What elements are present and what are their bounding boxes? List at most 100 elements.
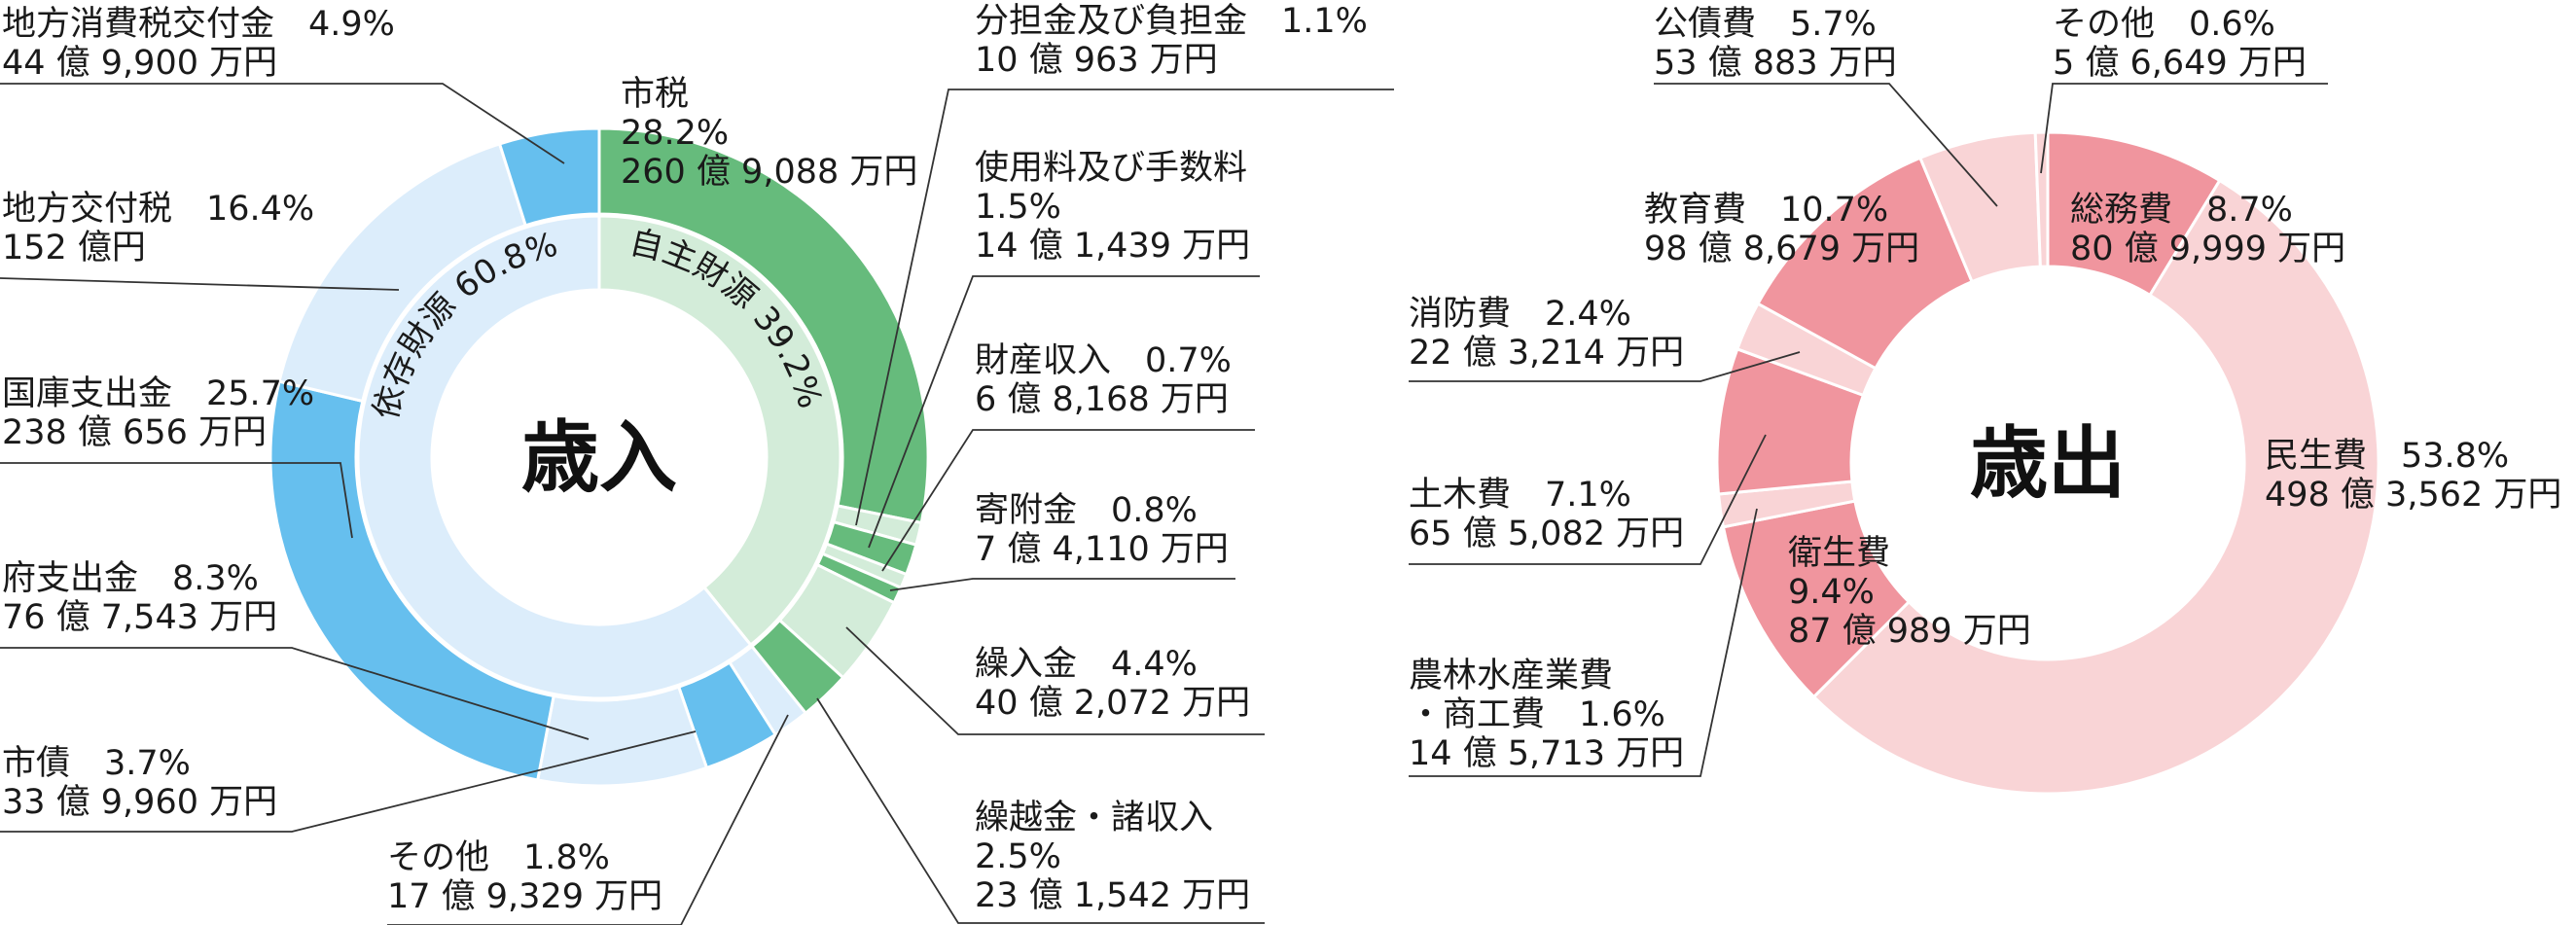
revenue-label-line: 使用料及び手数料 xyxy=(975,149,1247,188)
revenue-label-12: 地方消費税交付金 4.9% 44 億 9,900 万円 xyxy=(2,5,395,83)
expenditure-leader-7 xyxy=(1654,83,1998,207)
revenue-label-line: 市債 3.7% xyxy=(2,744,191,783)
revenue-leader-10 xyxy=(0,462,353,539)
revenue-label-line: その他 1.8% xyxy=(387,838,610,877)
expenditure-label-0: 総務費 8.7% 80 億 9,999 万円 xyxy=(2070,191,2345,268)
revenue-label-line: 繰越金・諸収入 xyxy=(975,799,1213,837)
expenditure-label-line: 498 億 3,562 万円 xyxy=(2265,476,2561,515)
expenditure-label-line: 公債費 5.7% xyxy=(1654,5,1877,44)
expenditure-leader-4 xyxy=(1409,434,1767,565)
revenue-label-3: 財産収入 0.7% 6 億 8,168 万円 xyxy=(975,341,1232,419)
revenue-label-line: 繰入金 4.4% xyxy=(975,645,1198,684)
revenue-label-line: 市税 xyxy=(621,75,689,114)
revenue-label-line: 23 億 1,542 万円 xyxy=(975,876,1250,915)
revenue-label-line: 17 億 9,329 万円 xyxy=(387,877,662,916)
expenditure-label-line: 22 億 3,214 万円 xyxy=(1409,334,1684,373)
revenue-label-0: 市税 28.2% 260 億 9,088 万円 xyxy=(621,75,917,192)
revenue-slice-9 xyxy=(535,685,709,788)
revenue-label-line: 財産収入 0.7% xyxy=(975,341,1232,380)
revenue-label-line: 238 億 656 万円 xyxy=(2,413,267,452)
expenditure-label-line: 80 億 9,999 万円 xyxy=(2070,230,2345,268)
revenue-label-line: 国庫支出金 25.7% xyxy=(2,374,314,413)
revenue-label-line: 1.5% xyxy=(975,188,1061,227)
expenditure-label-line: 98 億 8,679 万円 xyxy=(1644,230,1919,268)
revenue-leader-1 xyxy=(855,89,1394,526)
expenditure-label-line: 教育費 10.7% xyxy=(1644,191,1888,230)
expenditure-label-line: 消防費 2.4% xyxy=(1409,295,1631,334)
revenue-leader-7 xyxy=(387,714,789,925)
revenue-label-4: 寄附金 0.8% 7 億 4,110 万円 xyxy=(975,491,1229,569)
revenue-label-line: 6 億 8,168 万円 xyxy=(975,380,1229,419)
revenue-group-dep-arc xyxy=(356,214,753,700)
revenue-label-11: 地方交付税 16.4% 152 億円 xyxy=(2,190,314,267)
revenue-leader-9 xyxy=(0,647,590,740)
expenditure-label-7: 公債費 5.7% 53 億 883 万円 xyxy=(1654,5,1897,83)
revenue-label-8: 市債 3.7% 33 億 9,960 万円 xyxy=(2,744,277,822)
revenue-label-line: 地方交付税 16.4% xyxy=(2,190,314,229)
expenditure-label-line: ・商工費 1.6% xyxy=(1409,695,1665,734)
expenditure-label-6: 教育費 10.7% 98 億 8,679 万円 xyxy=(1644,191,1919,268)
revenue-label-line: 10 億 963 万円 xyxy=(975,41,1218,80)
expenditure-label-line: 総務費 8.7% xyxy=(2070,191,2293,230)
revenue-label-line: 260 億 9,088 万円 xyxy=(621,153,917,192)
revenue-label-line: 分担金及び負担金 1.1% xyxy=(975,2,1368,41)
expenditure-leader-5 xyxy=(1409,351,1801,382)
expenditure-label-line: 衛生費 xyxy=(1788,534,1890,573)
expenditure-label-line: 87 億 989 万円 xyxy=(1788,612,2031,651)
revenue-label-line: 7 億 4,110 万円 xyxy=(975,530,1229,569)
revenue-label-line: 44 億 9,900 万円 xyxy=(2,44,277,83)
expenditure-label-5: 消防費 2.4% 22 億 3,214 万円 xyxy=(1409,295,1684,373)
revenue-label-5: 繰入金 4.4% 40 億 2,072 万円 xyxy=(975,645,1250,723)
expenditure-label-8: その他 0.6% 5 億 6,649 万円 xyxy=(2053,5,2307,83)
expenditure-label-line: 民生費 53.8% xyxy=(2265,437,2509,476)
revenue-label-line: 33 億 9,960 万円 xyxy=(2,783,277,822)
revenue-group-own-arc xyxy=(597,214,842,648)
expenditure-label-line: 農林水産業費 xyxy=(1409,657,1613,695)
revenue-slice-0 xyxy=(597,126,930,525)
revenue-leader-6 xyxy=(816,697,1265,924)
revenue-label-10: 国庫支出金 25.7% 238 億 656 万円 xyxy=(2,374,314,452)
revenue-leader-5 xyxy=(845,626,1265,735)
expenditure-leader-3 xyxy=(1409,508,1758,777)
expenditure-label-2: 衛生費 9.4% 87 億 989 万円 xyxy=(1788,534,2031,651)
revenue-label-9: 府支出金 8.3% 76 億 7,543 万円 xyxy=(2,559,277,637)
revenue-label-line: 府支出金 8.3% xyxy=(2,559,259,598)
revenue-leader-8 xyxy=(0,730,697,833)
expenditure-center-title: 歳出 xyxy=(1970,418,2126,509)
revenue-label-line: 40 億 2,072 万円 xyxy=(975,684,1250,723)
expenditure-label-line: その他 0.6% xyxy=(2053,5,2275,44)
expenditure-slice-1 xyxy=(1811,178,2380,796)
expenditure-label-line: 65 億 5,082 万円 xyxy=(1409,515,1684,553)
revenue-leader-12 xyxy=(0,83,565,164)
expenditure-label-line: 土木費 7.1% xyxy=(1409,476,1631,515)
revenue-label-line: 14 億 1,439 万円 xyxy=(975,227,1250,266)
expenditure-leader-8 xyxy=(2040,83,2328,174)
expenditure-label-line: 9.4% xyxy=(1788,573,1875,612)
revenue-label-line: 28.2% xyxy=(621,114,729,153)
revenue-label-line: 地方消費税交付金 4.9% xyxy=(2,5,395,44)
revenue-leader-4 xyxy=(889,578,1235,591)
expenditure-label-line: 53 億 883 万円 xyxy=(1654,44,1897,83)
revenue-leader-3 xyxy=(881,429,1255,572)
revenue-label-2: 使用料及び手数料 1.5% 14 億 1,439 万円 xyxy=(975,149,1250,266)
expenditure-label-line: 5 億 6,649 万円 xyxy=(2053,44,2307,83)
expenditure-label-3: 農林水産業費・商工費 1.6% 14 億 5,713 万円 xyxy=(1409,657,1684,773)
expenditure-label-line: 14 億 5,713 万円 xyxy=(1409,734,1684,773)
revenue-leader-11 xyxy=(0,277,400,291)
revenue-label-7: その他 1.8% 17 億 9,329 万円 xyxy=(387,838,662,916)
revenue-slice-12 xyxy=(497,126,601,228)
revenue-center-title: 歳入 xyxy=(521,412,677,503)
expenditure-label-4: 土木費 7.1% 65 億 5,082 万円 xyxy=(1409,476,1684,553)
revenue-label-line: 寄附金 0.8% xyxy=(975,491,1198,530)
revenue-label-line: 76 億 7,543 万円 xyxy=(2,598,277,637)
expenditure-label-1: 民生費 53.8% 498 億 3,562 万円 xyxy=(2265,437,2561,515)
revenue-slice-10 xyxy=(268,379,555,782)
revenue-label-line: 152 億円 xyxy=(2,229,146,267)
revenue-label-6: 繰越金・諸収入 2.5% 23 億 1,542 万円 xyxy=(975,799,1250,915)
revenue-leader-2 xyxy=(868,275,1260,549)
expenditure-slice-8 xyxy=(2033,130,2050,268)
revenue-label-line: 2.5% xyxy=(975,837,1061,876)
